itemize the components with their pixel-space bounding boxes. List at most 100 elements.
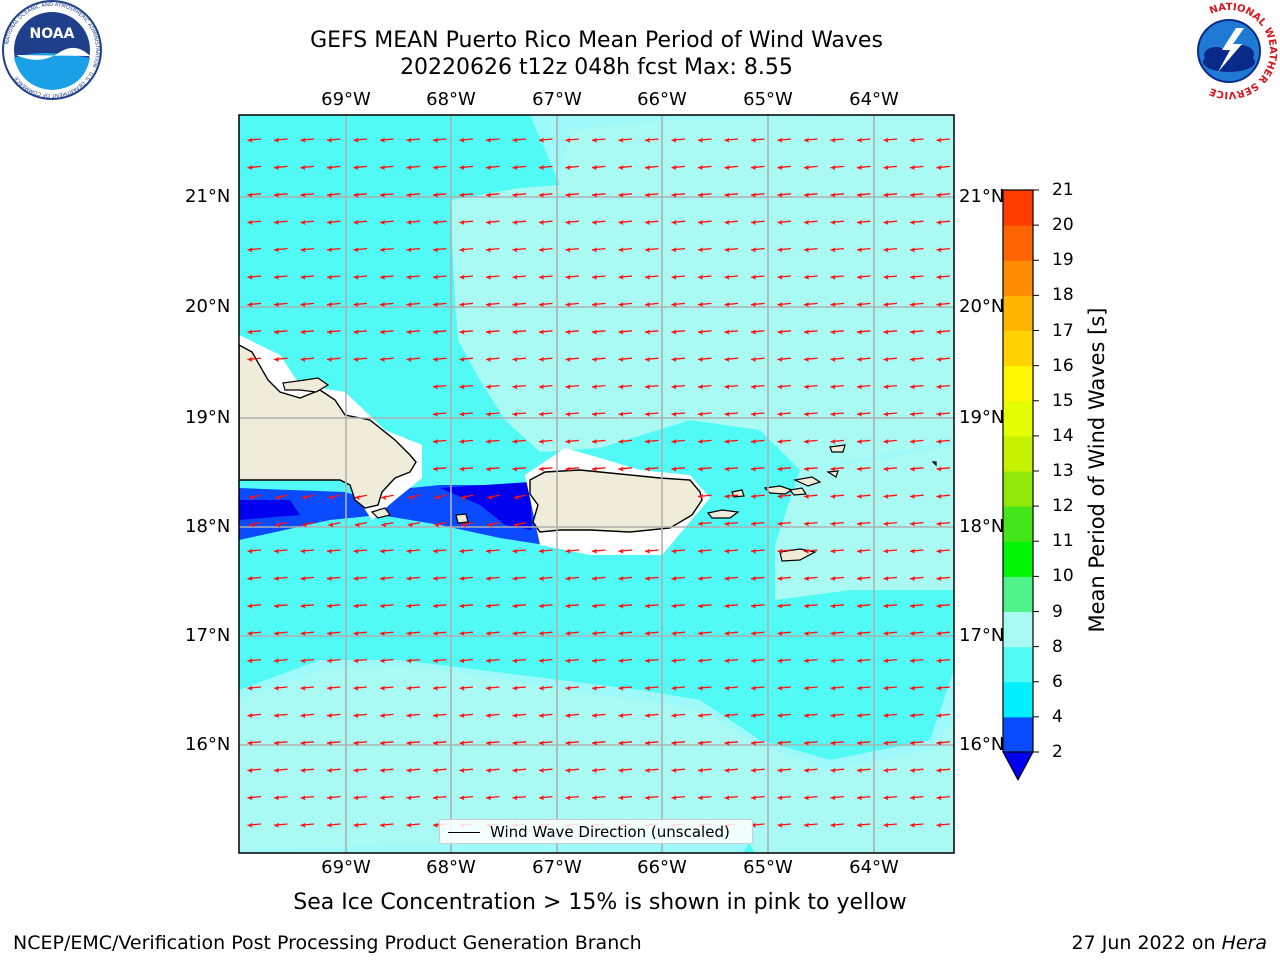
lon-tick-bottom: 65°W xyxy=(743,857,793,878)
wind-arrow-head xyxy=(750,713,756,719)
wind-arrow-head xyxy=(671,603,677,609)
wind-arrow-head xyxy=(326,767,332,773)
wind-arrow-head xyxy=(538,767,544,773)
wind-arrow-head xyxy=(697,247,703,253)
wind-arrow-head xyxy=(406,630,412,636)
wind-arrow-head xyxy=(777,274,783,280)
wind-arrow-head xyxy=(909,384,915,390)
wind-arrow-head xyxy=(777,219,783,225)
wind-arrow-head xyxy=(353,192,359,198)
wind-arrow-head xyxy=(936,329,942,335)
wind-arrow-head xyxy=(803,630,809,636)
wind-arrow-head xyxy=(724,411,730,417)
wind-arrow-head xyxy=(459,685,465,691)
wind-arrow-head xyxy=(909,411,915,417)
wind-arrow-head xyxy=(485,411,491,417)
wind-arrow-head xyxy=(671,795,677,801)
wind-arrow-head xyxy=(353,822,359,828)
wind-arrow-head xyxy=(379,658,385,664)
wind-arrow-head xyxy=(883,165,889,171)
wind-arrow-head xyxy=(459,219,465,225)
wind-arrow-head xyxy=(830,439,836,445)
wind-arrow-head xyxy=(353,356,359,362)
wind-arrow-head xyxy=(459,439,465,445)
wind-arrow-head xyxy=(485,274,491,280)
wind-arrow-head xyxy=(247,329,253,335)
colorbar-tick-label: 11 xyxy=(1052,531,1074,552)
wind-arrow-head xyxy=(273,658,279,664)
wind-arrow-head xyxy=(618,795,624,801)
wind-arrow-head xyxy=(883,356,889,362)
wind-arrow-head xyxy=(538,165,544,171)
wind-arrow-head xyxy=(618,329,624,335)
wind-arrow-head xyxy=(247,192,253,198)
wind-arrow-head xyxy=(300,356,306,362)
wind-arrow-head xyxy=(697,767,703,773)
wind-arrow-head xyxy=(750,548,756,554)
wind-arrow-head xyxy=(644,247,650,253)
wind-arrow-head xyxy=(724,137,730,143)
wind-arrow-head xyxy=(830,384,836,390)
wind-arrow-head xyxy=(750,466,756,472)
wind-arrow-head xyxy=(591,576,597,582)
wind-arrow-head xyxy=(591,247,597,253)
wind-arrow-head xyxy=(432,411,438,417)
wind-arrow-head xyxy=(565,165,571,171)
wind-arrow-head xyxy=(618,466,624,472)
wind-arrow-head xyxy=(326,137,332,143)
wind-arrow-head xyxy=(618,576,624,582)
wind-arrow-head xyxy=(936,576,942,582)
wind-arrow-head xyxy=(909,521,915,527)
lat-tick-right: 16°N xyxy=(959,734,1003,755)
wind-arrow-head xyxy=(485,740,491,746)
wind-arrow-head xyxy=(432,548,438,554)
wind-arrow-head xyxy=(379,713,385,719)
wind-arrow-head xyxy=(644,548,650,554)
noaa-logo-icon: NOAA NATIONAL OCEANIC AND ATMOSPHERIC AD… xyxy=(2,0,102,100)
wind-arrow-head xyxy=(460,522,466,528)
wind-arrow-head xyxy=(856,356,862,362)
wind-arrow-head xyxy=(618,165,624,171)
wind-arrow-head xyxy=(485,685,491,691)
wind-arrow-head xyxy=(300,329,306,335)
wind-arrow-head xyxy=(830,713,836,719)
wind-arrow-head xyxy=(803,247,809,253)
wind-arrow-head xyxy=(379,630,385,636)
wind-arrow-head xyxy=(803,493,809,499)
wind-arrow-head xyxy=(565,767,571,773)
wind-arrow-head xyxy=(724,192,730,198)
wind-arrow-head xyxy=(512,329,518,335)
wind-arrow-head xyxy=(618,685,624,691)
wind-arrow-head xyxy=(830,493,836,499)
wind-arrow-head xyxy=(512,685,518,691)
wind-arrow-head xyxy=(724,384,730,390)
colorbar-segment xyxy=(1003,400,1033,437)
wind-arrow-head xyxy=(406,822,412,828)
wind-arrow-head xyxy=(432,603,438,609)
wind-arrow-head xyxy=(247,767,253,773)
wind-arrow-head xyxy=(883,219,889,225)
wind-arrow-head xyxy=(432,274,438,280)
colorbar-tick-label: 2 xyxy=(1052,742,1063,762)
wind-arrow-head xyxy=(909,740,915,746)
wind-arrow-head xyxy=(379,822,385,828)
wind-arrow-head xyxy=(538,713,544,719)
wind-arrow-head xyxy=(275,495,281,501)
wind-arrow-head xyxy=(750,658,756,664)
legend-line-swatch xyxy=(448,832,480,833)
wind-arrow-head xyxy=(724,165,730,171)
wind-arrow-head xyxy=(512,192,518,198)
wind-arrow-head xyxy=(777,329,783,335)
wind-arrow-head xyxy=(936,658,942,664)
wind-arrow-head xyxy=(618,356,624,362)
wind-arrow-head xyxy=(326,302,332,308)
wind-arrow-head xyxy=(273,137,279,143)
wind-arrow-head xyxy=(750,137,756,143)
wind-arrow-head xyxy=(326,630,332,636)
wind-arrow-head xyxy=(326,165,332,171)
wind-arrow-head xyxy=(750,822,756,828)
wind-arrow-head xyxy=(697,165,703,171)
wind-arrow-head xyxy=(353,548,359,554)
wind-arrow-head xyxy=(406,192,412,198)
wind-arrow-head xyxy=(803,466,809,472)
